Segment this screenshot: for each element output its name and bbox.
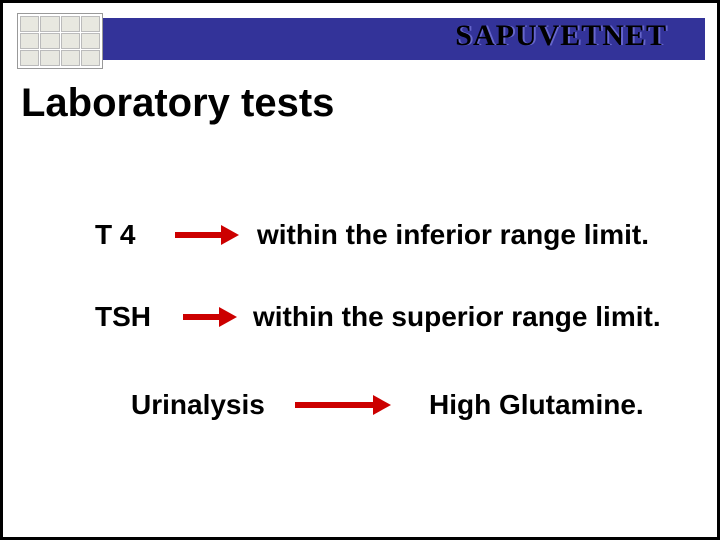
arrow-icon (183, 307, 237, 327)
test-label: T 4 (95, 219, 135, 251)
page-title: Laboratory tests (21, 81, 334, 126)
test-result: High Glutamine. (429, 389, 644, 421)
brand-front: SAPUVETNET (455, 19, 667, 52)
arrow-icon (295, 395, 391, 415)
brand-text: SAPUVETNET SAPUVETNET (455, 19, 667, 53)
test-row: T 4 within the inferior range limit. (3, 215, 720, 255)
arrow-icon (175, 225, 239, 245)
test-label: Urinalysis (131, 389, 265, 421)
test-row: TSH within the superior range limit. (3, 297, 720, 337)
test-result: within the inferior range limit. (257, 219, 649, 251)
logo-image (17, 13, 103, 69)
test-result: within the superior range limit. (253, 301, 661, 333)
test-row: Urinalysis High Glutamine. (3, 385, 720, 425)
test-label: TSH (95, 301, 151, 333)
